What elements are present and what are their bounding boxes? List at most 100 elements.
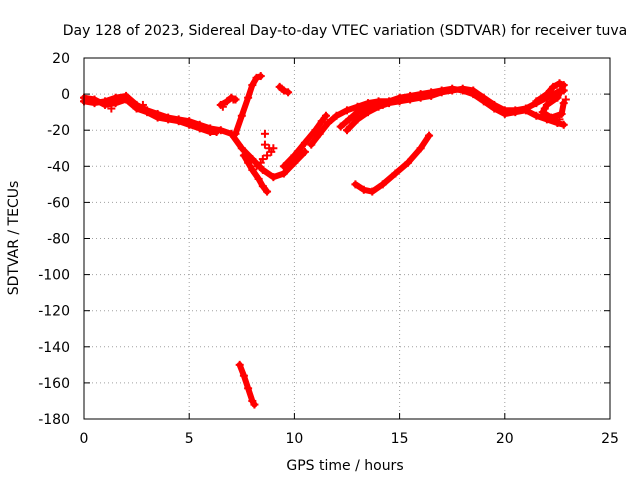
scatter-point (540, 104, 549, 113)
data-point (427, 88, 436, 97)
data-point (416, 90, 425, 99)
scatter-point (263, 151, 272, 160)
data-point (345, 115, 354, 124)
y-tick-label: -80 (47, 232, 70, 248)
data-point (416, 144, 425, 153)
data-point (252, 73, 261, 82)
data-point (256, 72, 265, 81)
y-tick-label: -40 (47, 159, 70, 175)
data-point (336, 122, 345, 131)
data-point (555, 79, 564, 88)
data-point (549, 82, 558, 91)
scatter-point (555, 115, 564, 124)
data-point (353, 108, 362, 117)
y-tick-label: -160 (38, 376, 70, 392)
data-point (521, 106, 530, 115)
data-point (542, 90, 551, 99)
data-point (258, 182, 267, 191)
data-point (490, 104, 499, 113)
data-point (479, 97, 488, 106)
data-point (300, 138, 309, 147)
data-point (532, 97, 541, 106)
data-point (500, 109, 509, 118)
data-point (547, 113, 556, 122)
scatter-point (107, 104, 116, 113)
y-axis-title: SDTVAR / TECUs (6, 181, 22, 296)
data-point (317, 117, 326, 126)
series-arc-main-early (81, 92, 308, 181)
grid (84, 58, 610, 419)
scatter-point (260, 140, 269, 149)
data-point (404, 158, 413, 167)
data-point (448, 84, 457, 93)
data-point (132, 104, 141, 113)
data-point (235, 360, 244, 369)
data-point (279, 169, 288, 178)
x-tick-label: 20 (496, 431, 514, 447)
data-point (559, 120, 568, 129)
axes: 0 5 10 15 20 25 20 0 -20 -40 -60 -80 -100 -120 -140 -16… (38, 51, 619, 447)
data-point (290, 151, 299, 160)
y-tick-label: -60 (47, 195, 70, 211)
data-point (279, 162, 288, 171)
data-point (425, 131, 434, 140)
y-tick-label: -180 (38, 412, 70, 428)
scatter-point (256, 158, 265, 167)
scatter-point (229, 95, 238, 104)
scatter-point (277, 84, 286, 93)
data-point (332, 111, 341, 120)
data-point (231, 129, 240, 138)
y-tick-label: -140 (38, 340, 70, 356)
data-point (324, 118, 333, 127)
data-point (385, 97, 394, 106)
data-point (263, 187, 272, 196)
x-axis-title: GPS time / hours (286, 458, 403, 474)
data-point (351, 180, 360, 189)
chart-title: Day 128 of 2023, Sidereal Day-to-day VTE… (63, 23, 627, 39)
data-point (254, 174, 263, 183)
data-point (378, 180, 387, 189)
data-point (239, 151, 248, 160)
data-point (395, 93, 404, 102)
data-point (101, 100, 110, 109)
data-point (532, 111, 541, 120)
y-tick-label: -100 (38, 268, 70, 284)
y-tick-label: -120 (38, 304, 70, 320)
y-tick-label: 0 (61, 87, 70, 103)
series-layer (80, 72, 570, 409)
data-point (237, 111, 246, 120)
y-tick-label: 20 (52, 51, 70, 67)
data-point (370, 102, 379, 111)
data-point (212, 128, 221, 137)
data-point (248, 155, 257, 164)
y-tick-label: -20 (47, 123, 70, 139)
data-point (391, 169, 400, 178)
data-point (237, 144, 246, 153)
scatter-point (561, 95, 570, 104)
data-point (353, 115, 362, 124)
data-point (143, 108, 152, 117)
data-point (153, 113, 162, 122)
data-point (248, 81, 257, 90)
scatter-point (269, 144, 278, 153)
x-tick-label: 25 (601, 431, 619, 447)
scatter-point (218, 102, 227, 111)
data-point (343, 106, 351, 115)
data-point (223, 97, 232, 106)
data-point (378, 100, 387, 109)
x-tick-label: 5 (185, 431, 194, 447)
data-point (290, 158, 299, 167)
data-point (359, 185, 368, 194)
data-point (307, 140, 316, 149)
data-point (559, 81, 568, 90)
data-point (511, 108, 520, 117)
data-point (315, 129, 324, 138)
data-point (361, 104, 370, 113)
scatter-point (84, 95, 93, 104)
data-point (164, 115, 173, 124)
data-point (244, 93, 253, 102)
data-point (111, 99, 120, 108)
data-point (258, 165, 267, 174)
